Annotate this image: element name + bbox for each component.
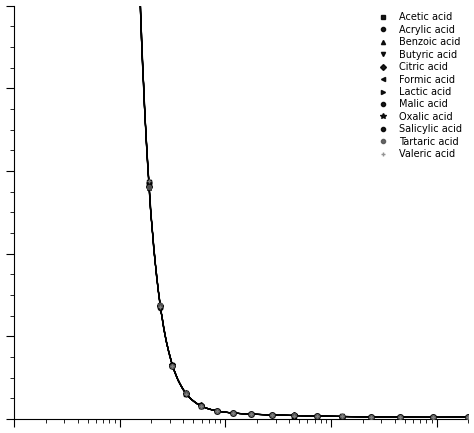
- Line: Tartaric acid: Tartaric acid: [13, 0, 471, 420]
- Malic acid: [465, 414, 471, 420]
- Citric acid: [430, 415, 436, 420]
- Acrylic acid: [430, 415, 436, 420]
- Butyric acid: [430, 415, 436, 420]
- Oxalic acid: [465, 414, 471, 420]
- Line: Oxalic acid: Oxalic acid: [12, 0, 471, 420]
- Oxalic acid: [430, 415, 436, 420]
- Benzoic acid: [465, 414, 471, 420]
- Tartaric acid: [465, 414, 471, 420]
- Line: Salicylic acid: Salicylic acid: [13, 0, 471, 420]
- Line: Malic acid: Malic acid: [13, 0, 471, 420]
- Formic acid: [430, 415, 436, 420]
- Line: Valeric acid: Valeric acid: [13, 0, 471, 420]
- Salicylic acid: [430, 415, 436, 420]
- Line: Lactic acid: Lactic acid: [13, 0, 471, 420]
- Line: Acrylic acid: Acrylic acid: [13, 0, 471, 420]
- Benzoic acid: [430, 415, 436, 420]
- Line: Citric acid: Citric acid: [13, 0, 471, 420]
- Acetic acid: [430, 415, 436, 420]
- Lactic acid: [465, 414, 471, 420]
- Malic acid: [430, 415, 436, 420]
- Valeric acid: [430, 415, 436, 420]
- Legend: Acetic acid, Acrylic acid, Benzoic acid, Butyric acid, Citric acid, Formic acid,: Acetic acid, Acrylic acid, Benzoic acid,…: [368, 10, 464, 161]
- Tartaric acid: [430, 415, 436, 420]
- Acetic acid: [465, 414, 471, 420]
- Line: Benzoic acid: Benzoic acid: [13, 0, 471, 420]
- Acrylic acid: [465, 414, 471, 420]
- Valeric acid: [465, 414, 471, 420]
- Line: Butyric acid: Butyric acid: [13, 0, 471, 420]
- Line: Acetic acid: Acetic acid: [13, 0, 471, 420]
- Line: Formic acid: Formic acid: [13, 0, 471, 420]
- Butyric acid: [465, 414, 471, 420]
- Citric acid: [465, 414, 471, 420]
- Formic acid: [465, 414, 471, 420]
- Salicylic acid: [465, 414, 471, 420]
- Lactic acid: [430, 415, 436, 420]
